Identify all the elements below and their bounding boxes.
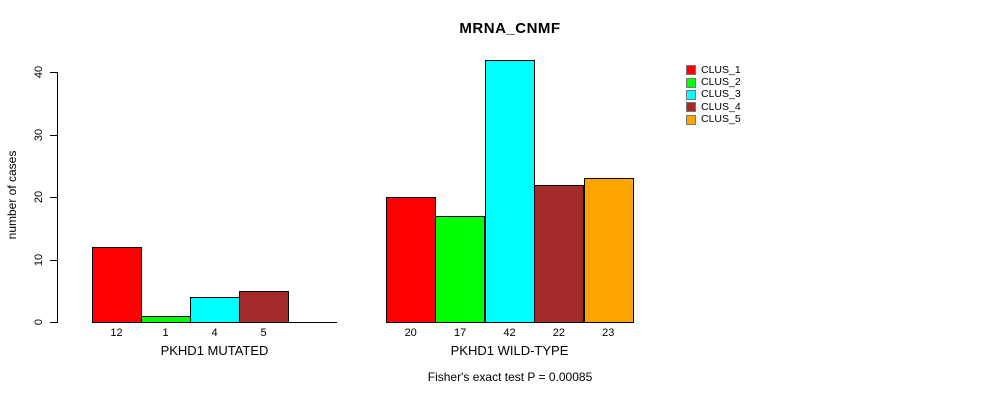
legend-label: CLUS_5 xyxy=(701,113,741,126)
chart-title: MRNA_CNMF xyxy=(459,20,561,37)
bar xyxy=(239,290,289,323)
legend-label: CLUS_1 xyxy=(701,63,741,76)
legend-row: CLUS_1 xyxy=(686,64,741,76)
bar xyxy=(435,215,485,323)
bar-value-label: 12 xyxy=(110,327,123,339)
bar xyxy=(534,184,584,323)
bar xyxy=(485,59,535,323)
bar xyxy=(190,297,240,323)
legend-label: CLUS_4 xyxy=(701,100,741,113)
bar-value-label: 22 xyxy=(552,327,566,339)
bar xyxy=(141,315,191,323)
bar xyxy=(584,178,634,323)
legend-swatch xyxy=(686,102,696,113)
legend-row: CLUS_3 xyxy=(686,89,741,101)
y-tick-mark xyxy=(50,322,57,323)
legend-row: CLUS_4 xyxy=(686,101,741,113)
legend-swatch xyxy=(686,65,696,76)
y-tick-mark xyxy=(50,197,57,198)
y-tick-label: 20 xyxy=(33,190,45,204)
x-axis-group-label: PKHD1 MUTATED xyxy=(160,343,269,358)
bar-value-label: 17 xyxy=(453,327,467,339)
y-tick-label: 0 xyxy=(33,318,45,326)
legend-label: CLUS_3 xyxy=(701,88,741,101)
legend-swatch xyxy=(686,77,696,88)
bar-value-label: 5 xyxy=(260,327,267,339)
x-axis-group-label: PKHD1 WILD-TYPE xyxy=(450,343,569,358)
bar-value-label: 4 xyxy=(211,327,218,339)
bar-value-label: 20 xyxy=(404,327,417,339)
y-axis-line xyxy=(57,72,58,323)
legend: CLUS_1 CLUS_2 CLUS_3 CLUS_4 CLUS_5 xyxy=(686,64,741,126)
y-axis-label: number of cases xyxy=(5,150,19,240)
y-tick-mark xyxy=(50,134,57,136)
legend-row: CLUS_5 xyxy=(686,114,741,126)
bar-value-label: 42 xyxy=(503,327,516,339)
y-tick-label: 40 xyxy=(33,65,45,79)
bar-value-label: 1 xyxy=(162,327,169,339)
bar xyxy=(386,197,436,323)
y-tick-mark xyxy=(50,259,57,261)
footnote-stat-test: Fisher's exact test P = 0.00085 xyxy=(427,370,593,384)
legend-label: CLUS_2 xyxy=(701,76,741,89)
bar-value-label: 23 xyxy=(602,327,615,339)
legend-swatch xyxy=(686,114,696,125)
legend-row: CLUS_2 xyxy=(686,76,741,88)
y-tick-label: 10 xyxy=(33,253,45,266)
bar xyxy=(92,247,142,323)
legend-swatch xyxy=(686,89,696,100)
y-tick-label: 30 xyxy=(33,128,45,141)
y-tick-mark xyxy=(50,72,57,73)
